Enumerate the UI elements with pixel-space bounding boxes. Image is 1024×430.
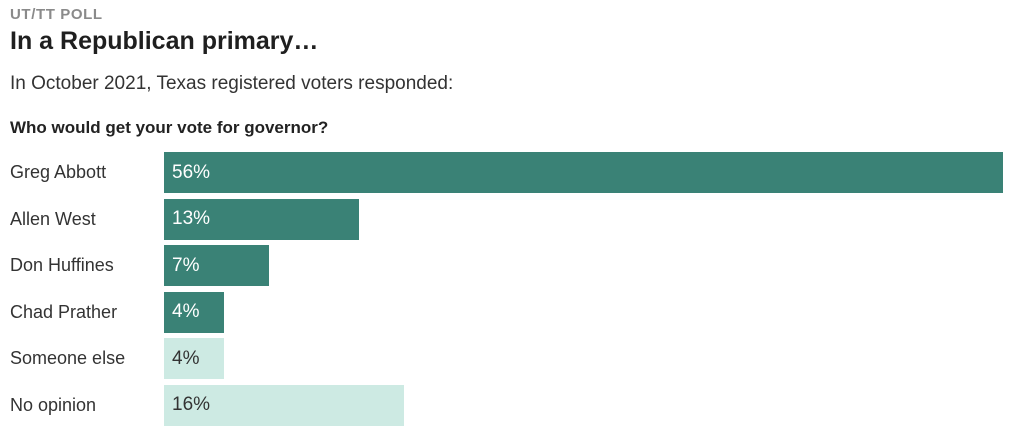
candidate-label: Greg Abbott xyxy=(10,162,107,183)
candidate-label: Chad Prather xyxy=(10,301,118,322)
bar-value-label: 56% xyxy=(172,161,211,183)
bar-row: Don Huffines 7% xyxy=(10,245,1003,287)
poll-kicker: UT/TT POLL xyxy=(10,6,103,23)
bar: 4% xyxy=(164,291,224,333)
bar-track: 4% xyxy=(164,291,1003,333)
poll-question: Who would get your vote for governor? xyxy=(10,117,329,137)
bar-value-label: 7% xyxy=(172,254,200,276)
bar-row: Greg Abbott 56% xyxy=(10,152,1003,194)
bar: 56% xyxy=(164,152,1003,194)
bar-track: 16% xyxy=(164,384,1003,426)
bar: 13% xyxy=(164,198,359,240)
poll-title: In a Republican primary… xyxy=(10,27,319,55)
candidate-label: Don Huffines xyxy=(10,255,114,276)
bar-value-label: 13% xyxy=(172,208,211,230)
bar: 16% xyxy=(164,384,404,426)
bar-track: 7% xyxy=(164,245,1003,287)
bar-track: 4% xyxy=(164,338,1003,380)
bar-value-label: 4% xyxy=(172,347,200,369)
bar: 4% xyxy=(164,338,224,380)
candidate-label: Allen West xyxy=(10,208,96,229)
bar-value-label: 4% xyxy=(172,301,200,323)
bar: 7% xyxy=(164,245,269,287)
bar-row: Allen West 13% xyxy=(10,198,1003,240)
bar-chart: Greg Abbott 56% Allen West 13% Don Huffi… xyxy=(10,152,1003,426)
candidate-label: No opinion xyxy=(10,394,97,415)
poll-subtitle: In October 2021, Texas registered voters… xyxy=(10,73,454,95)
bar-row: No opinion 16% xyxy=(10,384,1003,426)
bar-row: Chad Prather 4% xyxy=(10,291,1003,333)
bar-row: Someone else 4% xyxy=(10,338,1003,380)
bar-track: 13% xyxy=(164,198,1003,240)
bar-track: 56% xyxy=(164,152,1003,194)
bar-value-label: 16% xyxy=(172,394,211,416)
candidate-label: Someone else xyxy=(10,348,126,369)
